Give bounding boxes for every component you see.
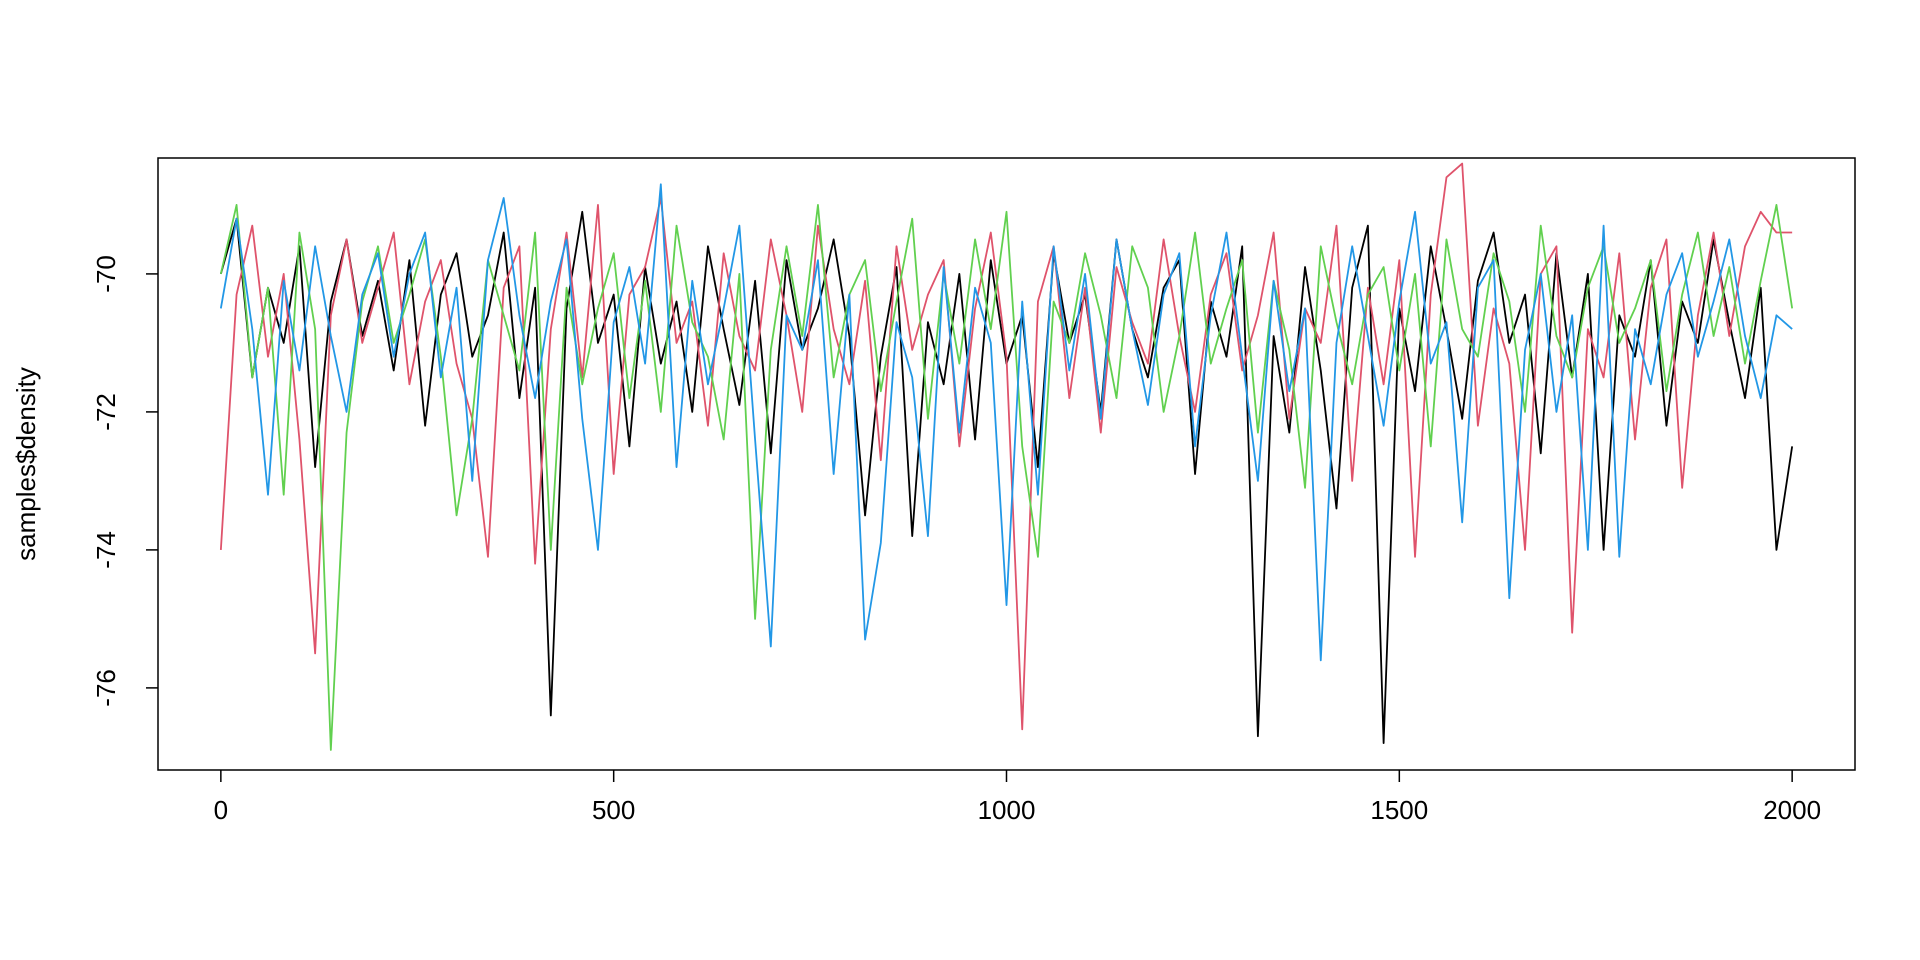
x-tick-label: 500 bbox=[592, 795, 635, 825]
series-line bbox=[219, 183, 1793, 662]
series-line bbox=[219, 204, 1794, 751]
x-tick-label: 1500 bbox=[1370, 795, 1428, 825]
y-tick-label: -72 bbox=[91, 393, 121, 431]
y-tick-label: -74 bbox=[91, 531, 121, 569]
x-tick-label: 1000 bbox=[978, 795, 1036, 825]
y-tick-label: -70 bbox=[91, 255, 121, 293]
series-line bbox=[219, 162, 1793, 731]
y-axis-label: samples$density bbox=[11, 367, 41, 561]
plot-box bbox=[157, 157, 1856, 771]
x-tick-label: 0 bbox=[214, 795, 228, 825]
y-tick-label: -76 bbox=[91, 669, 121, 707]
x-tick-label: 2000 bbox=[1763, 795, 1821, 825]
